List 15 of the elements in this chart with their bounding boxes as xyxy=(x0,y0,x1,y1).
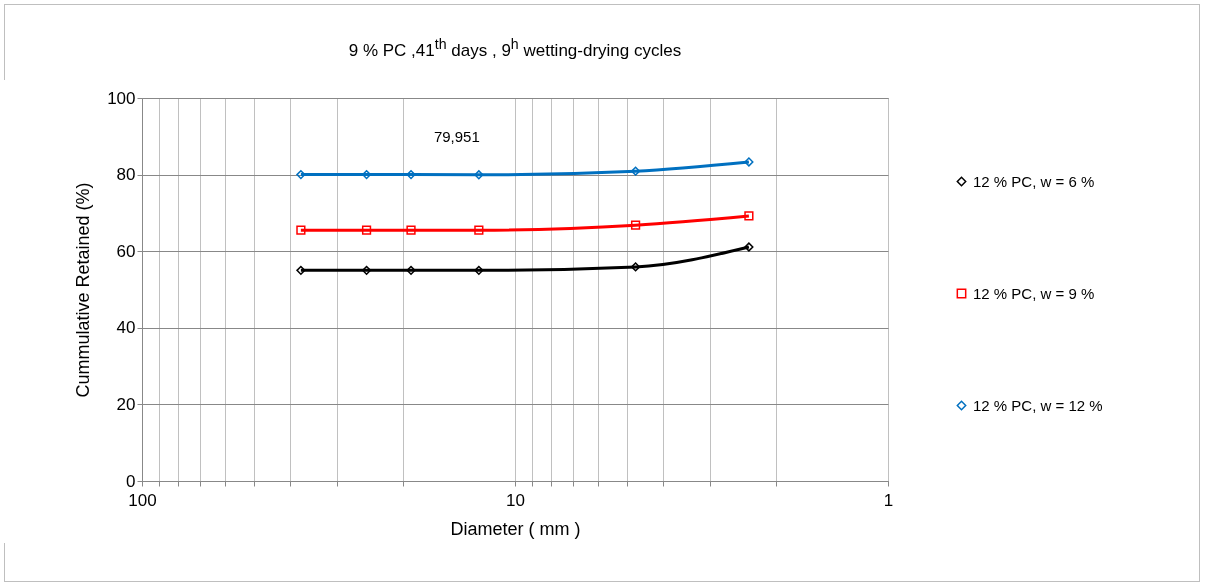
y-axis-title: Cummulative Retained (%) xyxy=(73,182,94,398)
y-tick-label: 100 xyxy=(107,88,136,108)
chart-title: 9 % PC ,41$^{th}$ days , 9$^{h}$ wetting-drying cycles xyxy=(347,36,683,61)
x-tick-label: 10 xyxy=(506,490,525,510)
y-tick-label: 80 xyxy=(116,165,136,185)
x-tick-label: 1 xyxy=(883,490,894,510)
legend-label: 12 % PC, w = 12 % xyxy=(973,396,1103,414)
y-tick-label: 60 xyxy=(116,241,136,261)
y-tick-label: 0 xyxy=(126,471,136,491)
annotation: 79,951 xyxy=(433,127,480,145)
legend-label: 12 % PC, w = 6 % xyxy=(973,172,1095,190)
x-axis-title: Diameter ( mm ) xyxy=(450,518,581,539)
legend-label: 12 % PC, w = 9 % xyxy=(973,284,1095,302)
y-tick-label: 20 xyxy=(116,394,136,414)
y-tick-label: 40 xyxy=(116,318,136,338)
